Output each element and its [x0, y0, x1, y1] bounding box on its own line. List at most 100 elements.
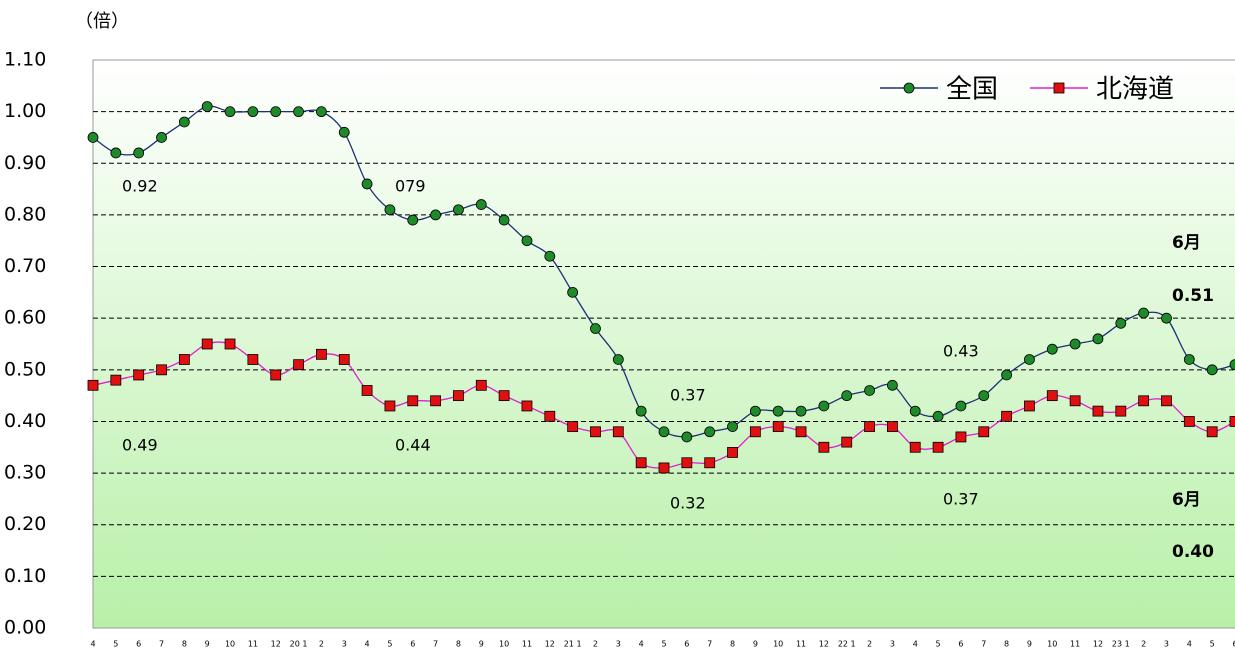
x-tick-label: 4	[639, 640, 644, 649]
marker	[704, 457, 716, 469]
marker	[156, 364, 167, 376]
marker	[841, 390, 853, 402]
x-tick-label: 10	[773, 640, 783, 649]
marker	[1092, 333, 1104, 345]
marker	[567, 286, 579, 298]
x-tick-label: 5	[1210, 640, 1215, 649]
marker	[270, 369, 282, 381]
marker	[727, 421, 738, 433]
marker	[544, 250, 556, 262]
y-tick-label: 1.00	[4, 100, 46, 122]
marker	[590, 426, 601, 438]
marker	[1161, 312, 1172, 324]
marker	[361, 178, 373, 190]
annotation: 0.92	[122, 177, 158, 196]
legend-label: 全国	[946, 75, 998, 105]
marker	[110, 374, 122, 386]
x-tick-label: 6	[136, 640, 141, 649]
marker	[498, 214, 510, 226]
y-axis-unit: （倍）	[75, 11, 129, 32]
marker	[841, 436, 853, 448]
x-tick-label: 12	[545, 640, 555, 649]
x-tick-label: 12	[1093, 640, 1103, 649]
marker	[338, 354, 350, 365]
marker	[955, 400, 967, 412]
marker	[1069, 395, 1081, 407]
marker	[133, 147, 145, 159]
marker	[1229, 359, 1235, 371]
x-tick-label: 5	[661, 640, 666, 649]
marker	[293, 359, 304, 371]
marker	[315, 106, 327, 118]
marker	[1001, 369, 1012, 381]
marker	[430, 395, 442, 407]
marker	[818, 400, 830, 412]
marker	[681, 457, 693, 469]
marker	[1069, 338, 1081, 350]
annotation: 0.43	[943, 342, 979, 361]
x-tick-label: 23 1	[1112, 640, 1130, 649]
x-tick-label: 6	[958, 640, 963, 649]
marker	[293, 106, 304, 118]
marker	[521, 235, 533, 247]
marker	[498, 390, 510, 402]
marker	[978, 426, 990, 438]
y-tick-label: 1.10	[4, 49, 46, 71]
marker	[224, 338, 236, 350]
marker	[772, 421, 784, 433]
marker	[612, 354, 624, 365]
marker	[909, 441, 921, 453]
marker	[407, 395, 419, 407]
marker	[681, 431, 693, 443]
marker	[887, 421, 898, 433]
marker	[635, 405, 647, 417]
marker	[1001, 410, 1012, 422]
x-tick-label: 11	[796, 640, 806, 649]
x-tick-label: 3	[1164, 640, 1169, 649]
x-tick-label: 10	[225, 640, 235, 649]
marker	[338, 126, 350, 138]
marker	[270, 106, 282, 118]
x-tick-label: 4	[1187, 640, 1192, 649]
y-tick-label: 0.80	[4, 203, 46, 225]
x-tick-label: 5	[113, 640, 118, 649]
y-tick-label: 0.00	[4, 617, 46, 639]
legend-marker	[903, 82, 915, 94]
marker	[475, 379, 487, 391]
x-tick-label: 2	[319, 640, 324, 649]
x-tick-label: 10	[499, 640, 509, 649]
marker	[1046, 390, 1058, 402]
marker	[430, 209, 442, 221]
legend-label: 北海道	[1096, 75, 1174, 105]
annotation: 6月	[1172, 233, 1201, 253]
marker	[749, 426, 761, 438]
marker	[201, 101, 213, 112]
x-tick-label: 4	[90, 640, 95, 649]
marker	[978, 390, 990, 402]
x-tick-label: 3	[616, 640, 621, 649]
x-tick-label: 11	[1070, 640, 1080, 649]
x-tick-label: 4	[913, 640, 918, 649]
annotation: 079	[395, 177, 426, 196]
annotation: 0.37	[670, 386, 706, 405]
marker	[909, 405, 921, 417]
x-tick-label: 12	[819, 640, 829, 649]
marker	[658, 462, 670, 474]
annotation: 0.49	[122, 436, 158, 455]
x-tick-label: 5	[936, 640, 941, 649]
marker	[361, 385, 373, 396]
x-tick-label: 21 1	[564, 640, 582, 649]
x-tick-label: 3	[342, 640, 347, 649]
marker	[590, 323, 601, 334]
marker	[315, 348, 327, 360]
marker	[864, 421, 875, 433]
x-tick-label: 5	[387, 640, 392, 649]
x-tick-label: 2	[1141, 640, 1146, 649]
y-tick-label: 0.70	[4, 255, 46, 277]
marker	[932, 441, 944, 453]
y-tick-label: 0.60	[4, 307, 46, 329]
y-tick-label: 0.40	[4, 410, 46, 432]
marker	[178, 354, 190, 365]
